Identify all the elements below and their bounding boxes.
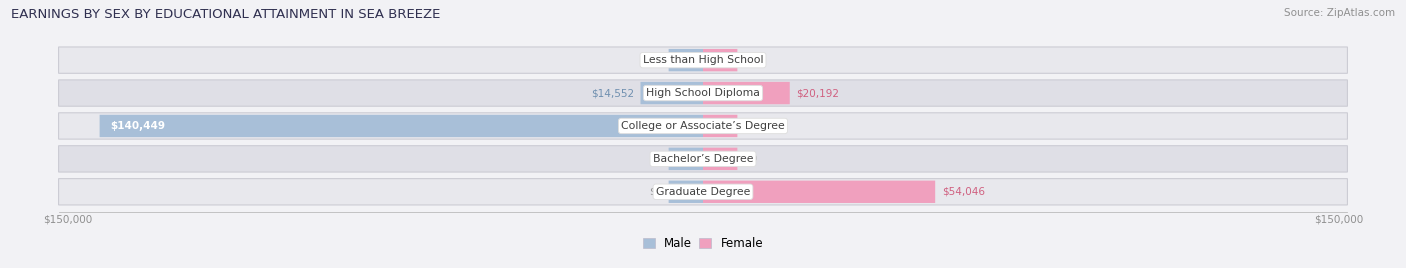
Text: $20,192: $20,192 [796, 88, 839, 98]
FancyBboxPatch shape [669, 49, 703, 71]
FancyBboxPatch shape [703, 115, 737, 137]
Text: $0: $0 [650, 187, 662, 197]
Legend: Male, Female: Male, Female [638, 233, 768, 255]
FancyBboxPatch shape [59, 146, 1347, 172]
Text: $140,449: $140,449 [110, 121, 166, 131]
FancyBboxPatch shape [100, 115, 703, 137]
FancyBboxPatch shape [59, 178, 1347, 205]
FancyBboxPatch shape [641, 82, 703, 104]
FancyBboxPatch shape [703, 82, 790, 104]
Text: $150,000: $150,000 [1313, 214, 1362, 224]
Text: EARNINGS BY SEX BY EDUCATIONAL ATTAINMENT IN SEA BREEZE: EARNINGS BY SEX BY EDUCATIONAL ATTAINMEN… [11, 8, 440, 21]
Text: Source: ZipAtlas.com: Source: ZipAtlas.com [1284, 8, 1395, 18]
Text: Graduate Degree: Graduate Degree [655, 187, 751, 197]
Text: College or Associate’s Degree: College or Associate’s Degree [621, 121, 785, 131]
FancyBboxPatch shape [59, 113, 1347, 139]
Text: $0: $0 [650, 55, 662, 65]
Text: $0: $0 [744, 55, 756, 65]
FancyBboxPatch shape [703, 49, 737, 71]
Text: $14,552: $14,552 [591, 88, 634, 98]
FancyBboxPatch shape [703, 148, 737, 170]
FancyBboxPatch shape [669, 148, 703, 170]
Text: $150,000: $150,000 [44, 214, 93, 224]
FancyBboxPatch shape [59, 47, 1347, 73]
Text: Bachelor’s Degree: Bachelor’s Degree [652, 154, 754, 164]
Text: Less than High School: Less than High School [643, 55, 763, 65]
FancyBboxPatch shape [59, 80, 1347, 106]
Text: High School Diploma: High School Diploma [647, 88, 759, 98]
Text: $0: $0 [744, 121, 756, 131]
FancyBboxPatch shape [669, 181, 703, 203]
Text: $0: $0 [650, 154, 662, 164]
Text: $0: $0 [744, 154, 756, 164]
FancyBboxPatch shape [703, 181, 935, 203]
Text: $54,046: $54,046 [942, 187, 984, 197]
